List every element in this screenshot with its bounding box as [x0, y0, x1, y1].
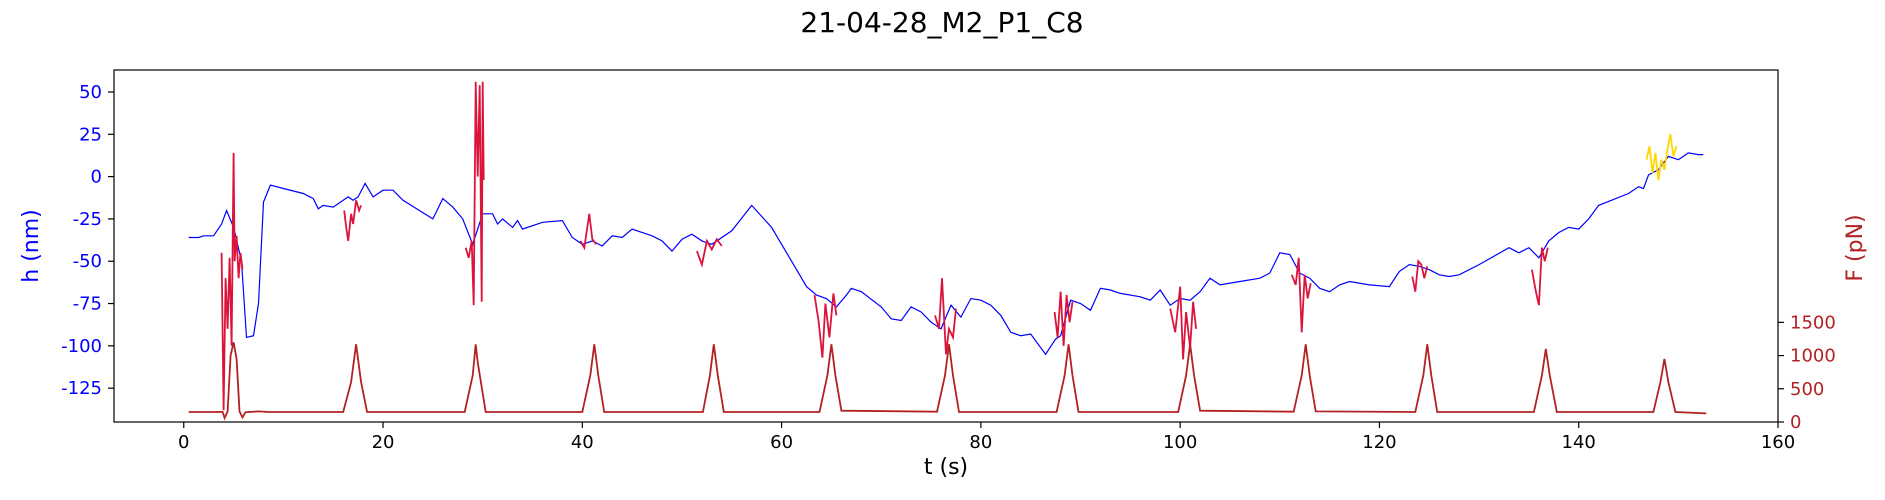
force-series-line — [188, 342, 1707, 421]
chart-title: 21-04-28_M2_P1_C8 — [800, 6, 1083, 39]
height-segment-line — [1169, 286, 1197, 360]
x-tick-label: 160 — [1761, 432, 1795, 453]
right-y-axis-label: F (pN) — [1843, 214, 1868, 281]
x-tick-label: 120 — [1362, 432, 1396, 453]
y-tick-label: -50 — [73, 251, 102, 272]
y2-tick-label: 1500 — [1790, 312, 1836, 333]
x-tick-label: 60 — [770, 432, 793, 453]
height-segment-line — [1053, 291, 1074, 346]
x-tick-label: 80 — [969, 432, 992, 453]
height-segment-line — [1531, 247, 1549, 306]
x-tick-label: 40 — [571, 432, 594, 453]
y-tick-label: 50 — [79, 82, 102, 103]
y-tick-label: 25 — [79, 124, 102, 145]
height-segment-line — [343, 200, 362, 242]
left-y-axis-label: h (nm) — [19, 209, 44, 282]
height-segment-line — [813, 293, 838, 358]
y-tick-label: -100 — [61, 336, 102, 357]
height-segment-line — [1290, 257, 1312, 333]
height-segment-line — [220, 152, 244, 411]
left-y-axis-ticks: 50 25 0 -25 -50 -75 -100 -125 — [61, 82, 114, 399]
x-tick-label: 0 — [178, 432, 189, 453]
x-axis-label: t (s) — [924, 455, 968, 480]
x-axis-ticks: 0 20 40 60 80 100 120 140 160 — [178, 422, 1795, 453]
height-segment-line — [464, 81, 485, 306]
height-segment-line — [1411, 259, 1429, 292]
y-tick-label: 0 — [91, 167, 102, 188]
height-highlight-line — [1645, 134, 1678, 181]
right-y-axis-ticks: 0 500 1000 1500 — [1778, 312, 1836, 433]
height-segment-line — [579, 213, 598, 251]
y2-tick-label: 0 — [1790, 412, 1801, 433]
x-tick-label: 20 — [372, 432, 395, 453]
series-layer — [188, 81, 1707, 421]
plot-frame — [113, 69, 1779, 423]
y2-tick-label: 500 — [1790, 379, 1824, 400]
y-tick-label: -75 — [73, 294, 102, 315]
x-tick-label: 140 — [1562, 432, 1596, 453]
x-tick-label: 100 — [1163, 432, 1197, 453]
height-segment-line — [696, 237, 723, 268]
y-tick-label: -25 — [73, 209, 102, 230]
height-series-line — [188, 152, 1704, 356]
height-segment-line — [934, 278, 957, 355]
y2-tick-label: 1000 — [1790, 346, 1836, 367]
y-tick-label: -125 — [61, 378, 102, 399]
